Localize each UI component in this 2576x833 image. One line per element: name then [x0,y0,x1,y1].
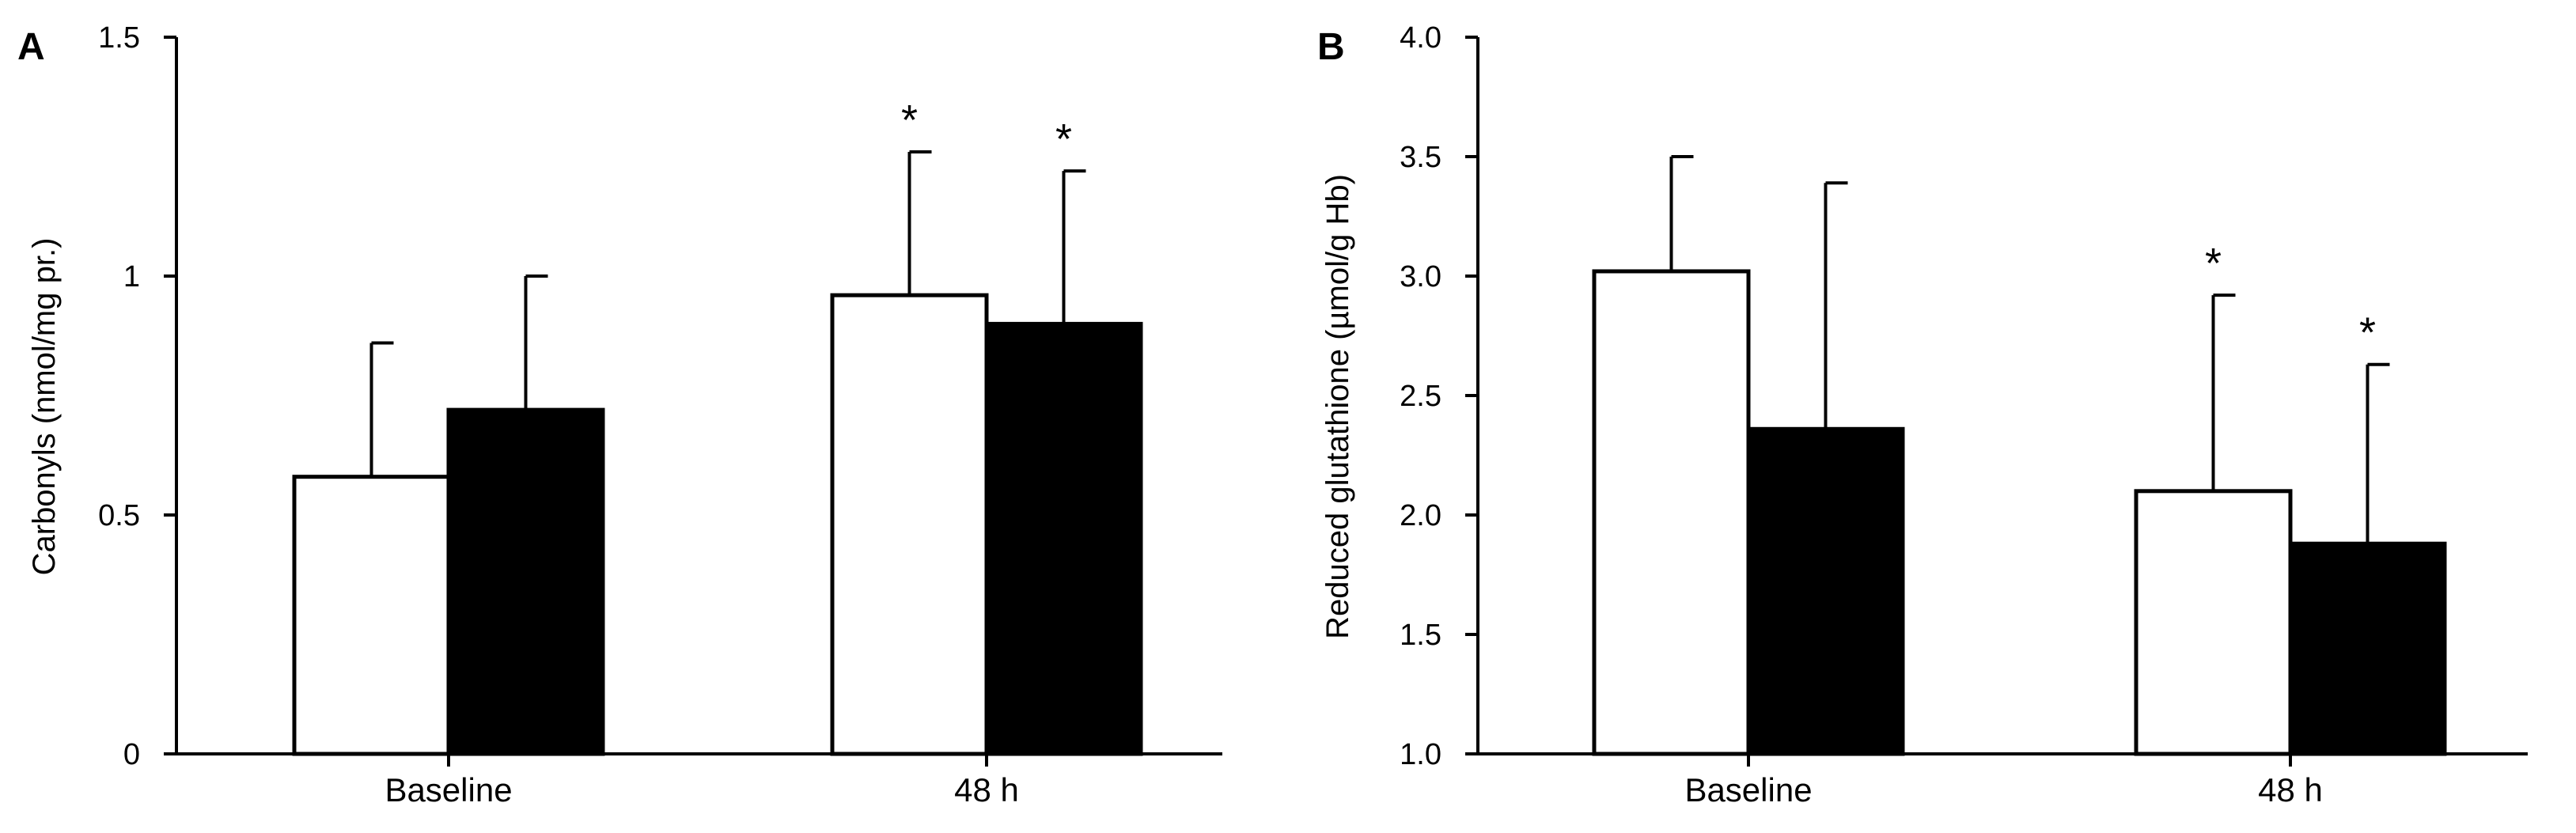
panel-b-y-axis-label: Reduced glutathione (µmol/g Hb) [1320,174,1355,639]
panel-a-y-tick-label: 0 [123,738,140,771]
panel-b-bar-filled-48h [2288,541,2447,756]
panel-a-y-tick-label: 0.5 [98,499,140,532]
panel-b-bar-open-baseline [1592,269,1751,756]
panel-a-y-axis-label: Carbonyls (nmol/mg pr.) [27,238,62,576]
panel-b-y-tick-label: 2.0 [1400,499,1441,532]
panel-a-bars: * * [292,97,1143,756]
panel-b-significance-marker-0-1: * [2205,240,2222,287]
panel-b-y-tick-label: 1.5 [1400,619,1441,652]
panel-a-x-tick-label: Baseline [385,771,512,808]
panel-b-x-tick-label: 48 h [2258,771,2323,808]
panel-a-bar-open-baseline [292,475,451,756]
panel-b-bar-open-48h [2134,489,2293,756]
panel-a-bar-open-48h [830,293,989,756]
panel-a-significance-marker-1-1: * [1055,115,1072,163]
panel-b-letter: B [1317,26,1345,68]
panel-b-bars: ** [1592,155,2447,756]
panel-a-x-tick-label: 48 h [954,771,1019,808]
panel-b-y-tick-label: 1.0 [1400,738,1441,771]
panel-b-significance-marker-1-1: * [2359,309,2376,357]
panel-b-y-tick-label: 4.0 [1400,21,1441,55]
panel-a-letter: A [17,26,45,68]
panel-b-y-tick-label: 3.5 [1400,141,1441,174]
panel-a-y-tick-label: 1 [123,260,140,293]
panel-a-bar-filled-48h [984,321,1143,756]
panel-a-bar-filled-baseline [446,407,605,756]
panel-b-x-tick-label: Baseline [1684,771,1812,808]
panel-a-y-tick-label: 1.5 [98,21,140,55]
panel-b-bar-filled-baseline [1746,426,1905,756]
panel-a-significance-marker-0-1: * [901,97,918,144]
panel-b-y-tick-label: 3.0 [1400,260,1441,293]
panel-b-y-tick-label: 2.5 [1400,380,1441,413]
